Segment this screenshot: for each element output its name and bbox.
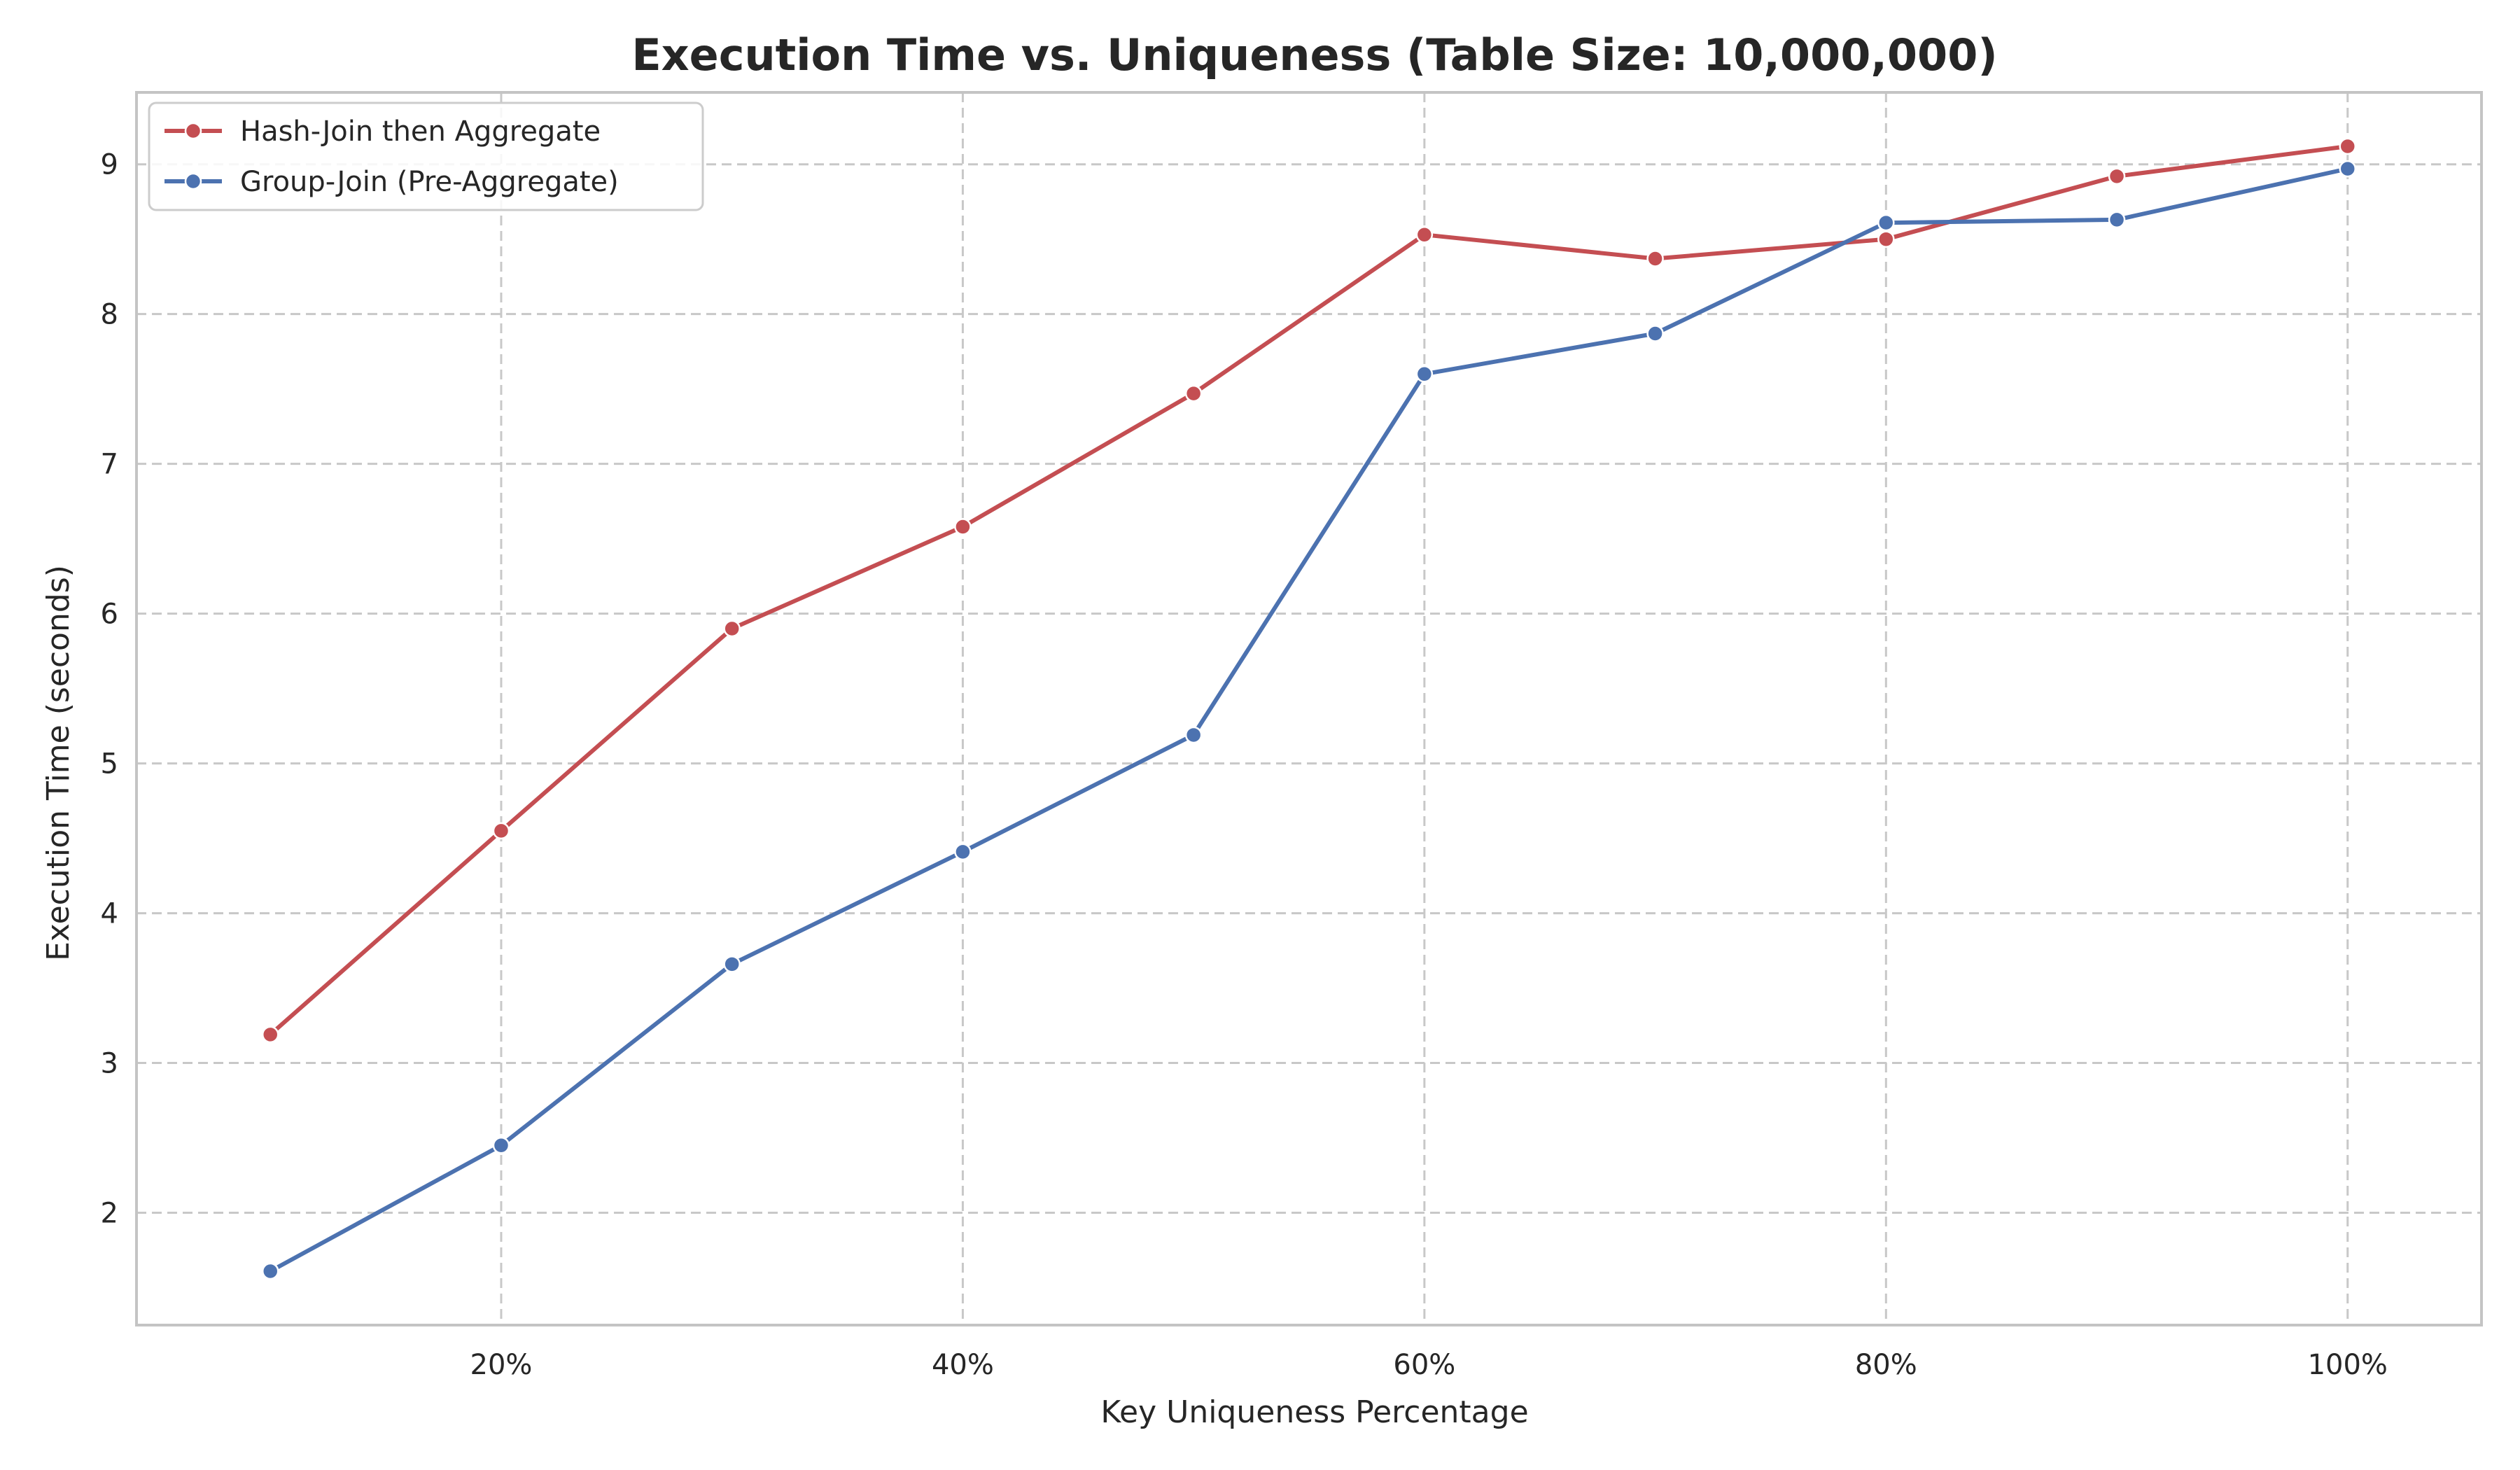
data-point [2108, 211, 2126, 229]
legend-label: Hash-Join then Aggregate [240, 115, 601, 148]
data-point [954, 518, 972, 536]
y-tick-label: 9 [101, 149, 118, 181]
x-tick-label: 60% [1393, 1349, 1455, 1381]
x-axis-label: Key Uniqueness Percentage [1100, 1394, 1528, 1430]
data-point [492, 822, 510, 840]
axis-ticks: 20% 40% 60% 80% 100% 2 3 4 5 6 7 8 9 [101, 149, 2388, 1381]
data-point [954, 843, 972, 861]
legend-box [148, 102, 704, 211]
x-tick-label: 80% [1855, 1349, 1917, 1381]
data-point [492, 1136, 510, 1154]
data-point [261, 1262, 279, 1280]
y-tick-label: 8 [101, 299, 118, 331]
y-tick-label: 4 [101, 898, 118, 930]
data-point [1646, 250, 1664, 267]
data-point [1184, 726, 1203, 744]
plot-area-frame [135, 91, 2483, 1326]
data-point [723, 955, 741, 973]
data-point [261, 1026, 279, 1044]
y-axis-label: Execution Time (seconds) [41, 565, 76, 961]
series-line [269, 144, 2348, 1037]
y-tick-label: 2 [101, 1198, 118, 1230]
x-tick-label: 20% [470, 1349, 533, 1381]
y-tick-label: 7 [101, 449, 118, 481]
data-point [1184, 384, 1203, 402]
grid-lines [136, 92, 2482, 1325]
data-point [2339, 137, 2357, 155]
data-point [2108, 167, 2126, 186]
y-tick-label: 3 [101, 1048, 118, 1080]
data-point [1415, 226, 1434, 244]
data-point [1415, 365, 1434, 383]
series-1 [261, 137, 2357, 1044]
x-tick-label: 40% [932, 1349, 994, 1381]
legend-marker [184, 172, 202, 190]
data-point [1877, 230, 1895, 248]
series-line [269, 167, 2348, 1273]
series-2 [261, 160, 2357, 1280]
data-point [2339, 160, 2357, 178]
legend: Hash-Join then Aggregate Group-Join (Pre-… [148, 102, 704, 211]
y-tick-label: 5 [101, 748, 118, 780]
legend-item: Group-Join (Pre-Aggregate) [164, 166, 619, 198]
chart-title: Execution Time vs. Uniqueness (Table Siz… [631, 29, 1997, 80]
series-layer [261, 137, 2357, 1280]
y-tick-label: 6 [101, 598, 118, 631]
data-point [1877, 214, 1895, 232]
legend-label: Group-Join (Pre-Aggregate) [240, 166, 619, 198]
data-point [723, 620, 741, 638]
legend-item: Hash-Join then Aggregate [164, 115, 601, 148]
legend-marker [184, 122, 202, 140]
x-tick-label: 100% [2308, 1349, 2388, 1381]
data-point [1646, 325, 1664, 342]
